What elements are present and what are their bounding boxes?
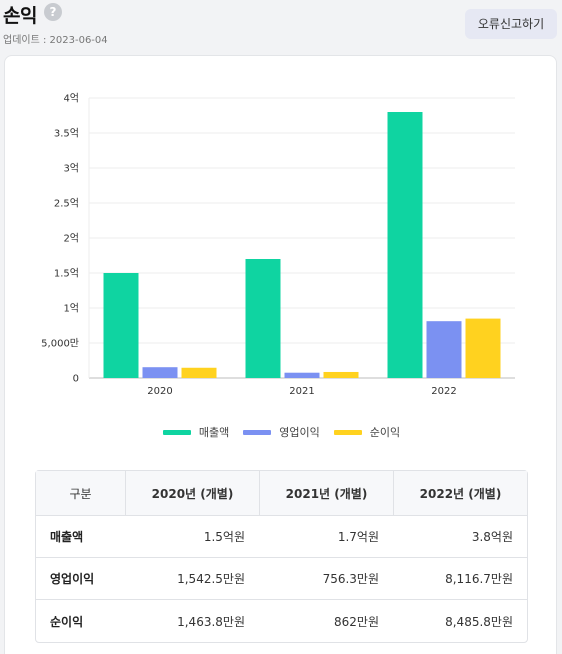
legend-swatch-revenue xyxy=(162,429,191,435)
table-cell: 1.5억원 xyxy=(125,516,259,558)
y-tick-label: 2.5억 xyxy=(54,198,79,210)
y-tick-label: 1.5억 xyxy=(54,268,79,280)
y-tick-label: 1억 xyxy=(63,303,79,315)
profit-bar-chart: 0 5,000만 1억 1.5억 2억 2.5억 3억 3.5억 4억 2020 2021 2022 xyxy=(41,93,515,397)
legend-label-operating-profit: 영업이익 xyxy=(279,426,320,439)
table-row: 영업이익 1,542.5만원 756.3만원 8,116.7만원 xyxy=(36,558,527,600)
bar-2022-series-0 xyxy=(387,112,423,378)
x-tick-label: 2022 xyxy=(431,386,456,397)
bar-2021-series-2 xyxy=(323,371,359,378)
table-header-2022: 2022년 (개별) xyxy=(393,471,527,516)
page-title: 손익 xyxy=(3,5,37,27)
table-row: 순이익 1,463.8만원 862만원 8,485.8만원 xyxy=(36,600,527,642)
table-header-row: 구분 2020년 (개별) 2021년 (개별) 2022년 (개별) xyxy=(36,471,527,516)
legend-item-operating-profit[interactable]: 영업이익 xyxy=(243,422,320,442)
report-error-button[interactable]: 오류신고하기 xyxy=(465,9,557,39)
table-cell: 1,463.8만원 xyxy=(177,614,245,629)
x-tick-label: 2021 xyxy=(289,386,314,397)
table-cell: 8,116.7만원 xyxy=(393,558,527,600)
table-header-2020: 2020년 (개별) xyxy=(125,471,259,516)
bar-2021-series-0 xyxy=(245,259,281,378)
page-header: 손익 ? 업데이트 : 2023-06-04 오류신고하기 xyxy=(0,0,562,52)
row-label-net-income: 순이익 xyxy=(50,614,84,629)
bar-2020-series-0 xyxy=(103,273,139,378)
bar-2022-series-2 xyxy=(465,318,501,378)
table-cell: 1.7억원 xyxy=(259,516,393,558)
bar-2022-series-1 xyxy=(426,321,462,378)
bar-2020-series-1 xyxy=(142,367,178,378)
y-tick-label: 5,000만 xyxy=(41,338,79,350)
profit-table: 구분 2020년 (개별) 2021년 (개별) 2022년 (개별) 매출액 … xyxy=(35,470,528,643)
legend-label-revenue: 매출액 xyxy=(198,426,230,439)
legend-item-revenue[interactable]: 매출액 xyxy=(162,422,230,442)
table-row: 매출액 1.5억원 1.7억원 3.8억원 xyxy=(36,516,527,558)
x-tick-label: 2020 xyxy=(147,386,172,397)
legend-label-net-income: 순이익 xyxy=(369,426,401,439)
y-tick-label: 4억 xyxy=(63,93,79,105)
y-tick-label: 2억 xyxy=(63,233,79,245)
update-date: 업데이트 : 2023-06-04 xyxy=(3,35,108,46)
table-header-category: 구분 xyxy=(36,471,125,516)
profit-card: 0 5,000만 1억 1.5억 2억 2.5억 3억 3.5억 4억 2020 2021 2022 … xyxy=(4,55,557,654)
y-tick-label: 3.5억 xyxy=(54,128,79,140)
y-tick-label: 3억 xyxy=(63,163,79,175)
legend-swatch-net-income xyxy=(333,429,362,435)
table-cell: 8,485.8만원 xyxy=(445,614,513,629)
legend-item-net-income[interactable]: 순이익 xyxy=(333,422,401,442)
row-label-revenue: 매출액 xyxy=(36,516,125,558)
bar-2021-series-1 xyxy=(284,372,320,378)
chart-legend: 매출액 영업이익 순이익 xyxy=(5,422,558,442)
table-header-2021: 2021년 (개별) xyxy=(259,471,393,516)
legend-swatch-operating-profit xyxy=(243,429,272,435)
y-tick-label: 0 xyxy=(73,374,79,385)
table-cell: 3.8억원 xyxy=(393,516,527,558)
help-icon[interactable]: ? xyxy=(44,3,62,21)
table-cell: 862만원 xyxy=(334,614,379,629)
row-label-operating-profit: 영업이익 xyxy=(36,558,125,600)
table-cell: 1,542.5만원 xyxy=(125,558,259,600)
bar-2020-series-2 xyxy=(181,367,217,378)
table-cell: 756.3만원 xyxy=(259,558,393,600)
